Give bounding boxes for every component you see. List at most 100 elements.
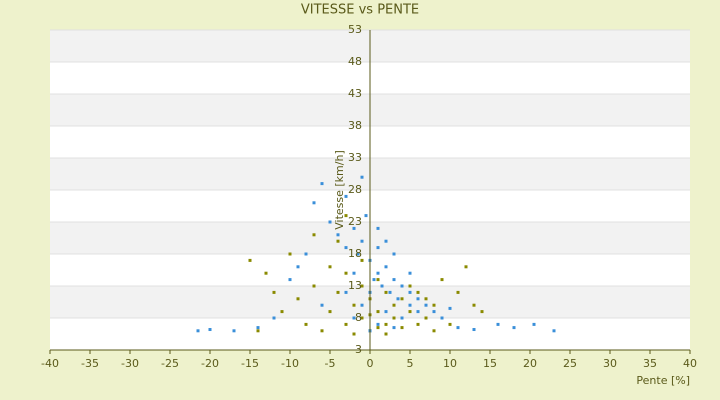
data-point [400,284,404,288]
y-tick-label: 33 [348,151,362,164]
data-point [400,326,404,330]
data-point [328,265,332,269]
data-point [360,175,364,179]
x-tick-label: -25 [161,357,179,370]
data-point [312,201,316,205]
x-tick-label: 0 [367,357,374,370]
y-tick-label: 53 [348,23,362,36]
x-tick-label: 5 [407,357,414,370]
data-point [432,303,436,307]
x-tick-label: 30 [603,357,617,370]
data-point [400,297,404,301]
data-point [360,316,364,320]
data-point [352,226,356,230]
data-point [376,278,380,282]
x-tick-label: 20 [523,357,537,370]
chart-title: VITESSE vs PENTE [301,3,419,18]
y-tick-label: 48 [348,55,362,68]
data-point [304,252,308,256]
x-axis-title: Pente [%] [636,374,690,387]
data-point [256,326,260,330]
data-point [304,322,308,326]
data-point [352,332,356,336]
data-point [364,214,368,218]
data-point [344,322,348,326]
data-point [424,316,428,320]
data-point [272,316,276,320]
data-point [336,290,340,294]
data-point [336,239,340,243]
data-point [312,233,316,237]
data-point [552,329,556,333]
data-point [352,303,356,307]
data-point [360,284,364,288]
data-point [392,278,396,282]
data-point [376,326,380,330]
x-tick-label: -20 [201,357,219,370]
data-point [448,322,452,326]
data-point [456,290,460,294]
data-point [344,194,348,198]
data-point [360,258,364,262]
y-tick-label: 28 [348,183,362,196]
data-point [288,252,292,256]
data-point [272,290,276,294]
y-axis-title: Vitesse [km/h] [333,150,346,230]
data-point [408,290,412,294]
x-tick-label: 40 [683,357,697,370]
data-point [432,329,436,333]
data-point [328,310,332,314]
data-point [376,226,380,230]
y-tick-label: 13 [348,279,362,292]
y-tick-label: 3 [355,343,362,356]
data-point [512,326,516,330]
data-point [408,303,412,307]
y-tick-label: 23 [348,215,362,228]
data-point [336,233,340,237]
data-point [356,252,360,256]
data-point [408,271,412,275]
data-point [360,303,364,307]
data-point [352,271,356,275]
data-point [464,265,468,269]
data-point [384,239,388,243]
data-point [352,316,356,320]
y-tick-label: 43 [348,87,362,100]
data-point [232,329,236,333]
data-point [296,297,300,301]
data-point [416,290,420,294]
data-point [376,271,380,275]
y-tick-label: 18 [348,247,362,260]
data-point [376,310,380,314]
data-point [320,303,324,307]
data-point [344,290,348,294]
data-point [384,265,388,269]
data-point [376,322,380,326]
data-point [440,278,444,282]
data-point [384,310,388,314]
data-point [416,297,420,301]
data-point [472,328,476,332]
data-point [400,316,404,320]
data-point [440,316,444,320]
x-tick-label: -35 [81,357,99,370]
data-point [448,306,452,310]
data-point [408,284,412,288]
data-point [392,303,396,307]
data-point [384,322,388,326]
x-tick-label: -40 [41,357,59,370]
data-point [432,310,436,314]
data-point [256,329,260,333]
data-point [380,284,384,288]
y-tick-label: 38 [348,119,362,132]
data-point [416,322,420,326]
x-tick-label: 10 [443,357,457,370]
data-point [392,316,396,320]
data-point [424,297,428,301]
x-tick-label: -5 [325,357,336,370]
data-point [360,239,364,243]
data-point [264,271,268,275]
data-point [320,329,324,333]
data-point [496,322,500,326]
